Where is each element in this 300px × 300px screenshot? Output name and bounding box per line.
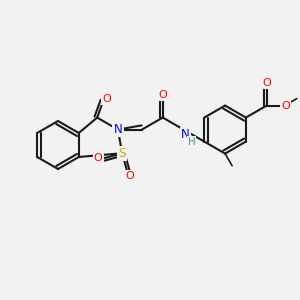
Text: O: O xyxy=(94,153,103,163)
Text: H: H xyxy=(188,136,195,147)
Text: O: O xyxy=(102,94,111,104)
Text: O: O xyxy=(281,100,290,111)
Text: O: O xyxy=(126,171,134,181)
Text: O: O xyxy=(158,90,167,100)
Text: N: N xyxy=(114,123,122,136)
Text: N: N xyxy=(181,128,190,141)
Text: S: S xyxy=(118,147,126,160)
Text: O: O xyxy=(262,78,271,88)
